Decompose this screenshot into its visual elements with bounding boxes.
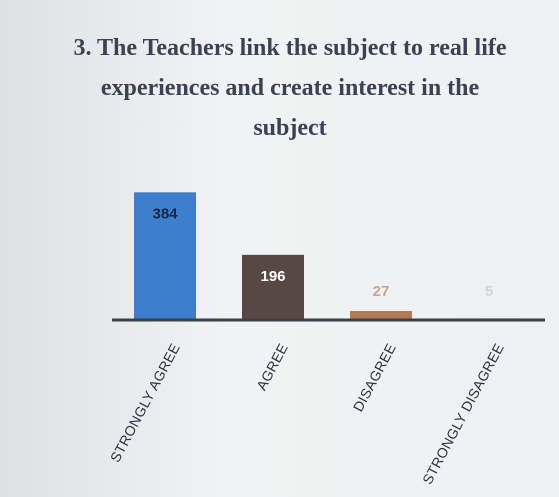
x-tick-label: STRONGLY AGREE xyxy=(107,341,183,465)
bar xyxy=(242,255,304,320)
x-tick-label: STRONGLY DISAGREE xyxy=(419,341,507,487)
chart: 384 STRONGLY AGREE 196 AGREE 27 DISAGREE 5 STRO… xyxy=(0,0,559,497)
x-tick-label: AGREE xyxy=(253,341,291,393)
value-label: 196 xyxy=(260,268,285,285)
value-label: 5 xyxy=(485,283,493,300)
slide: 3. The Teachers link the subject to real… xyxy=(0,0,559,497)
value-label: 27 xyxy=(373,283,390,300)
x-tick-label: DISAGREE xyxy=(350,341,399,415)
value-label: 384 xyxy=(152,205,178,222)
